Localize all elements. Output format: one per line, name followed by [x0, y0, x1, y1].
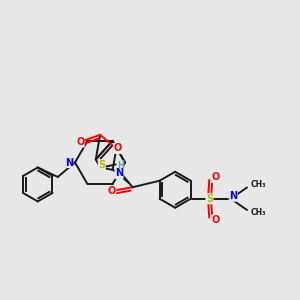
Text: H: H: [117, 161, 124, 170]
Text: S: S: [98, 160, 106, 170]
Text: O: O: [76, 137, 84, 147]
Text: O: O: [212, 172, 220, 182]
Text: O: O: [108, 186, 116, 196]
Text: N: N: [115, 169, 123, 178]
Text: O: O: [113, 143, 122, 154]
Text: N: N: [65, 158, 73, 167]
Text: S: S: [206, 194, 213, 204]
Text: N: N: [229, 191, 237, 201]
Text: CH₃: CH₃: [250, 208, 266, 217]
Text: CH₃: CH₃: [250, 181, 266, 190]
Text: O: O: [212, 215, 220, 225]
